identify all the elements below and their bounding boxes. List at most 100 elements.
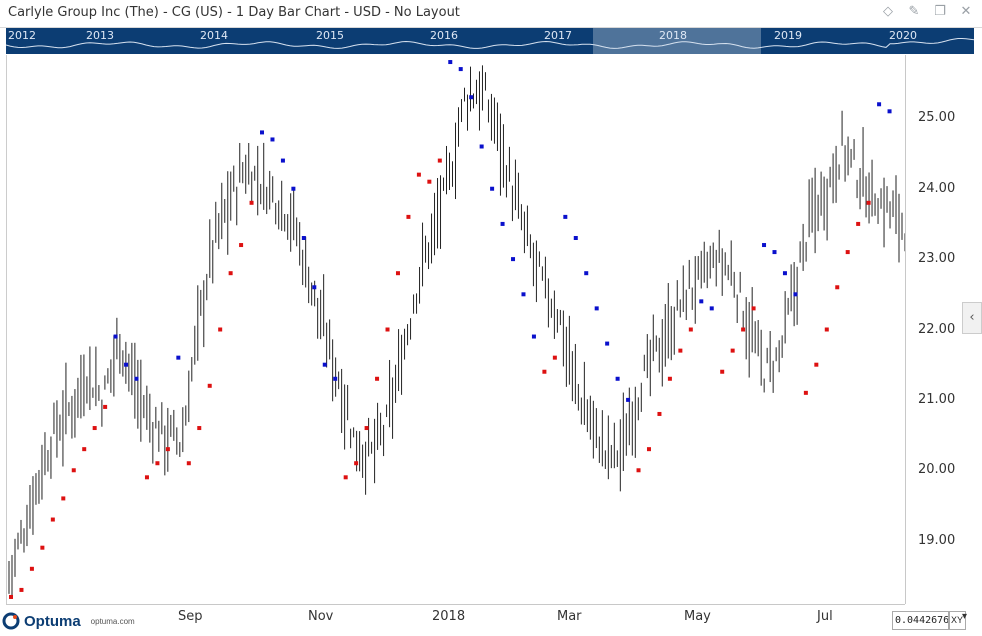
sar-dot-down	[458, 67, 463, 72]
sar-dot-up	[29, 566, 34, 571]
sar-dot-up	[416, 172, 421, 177]
sar-dot-down	[124, 362, 129, 367]
sar-dot-down	[573, 236, 578, 240]
overview-selection[interactable]	[593, 28, 761, 54]
sar-dot-up	[343, 475, 348, 480]
sar-dot-down	[260, 130, 265, 135]
x-tick-label: Jul	[817, 609, 833, 624]
sar-dot-down	[762, 243, 767, 248]
sar-dot-up	[228, 271, 233, 276]
sar-dot-up	[375, 376, 380, 381]
x-tick-label: May	[684, 609, 711, 624]
sar-dot-up	[71, 468, 76, 473]
sar-dot-up	[427, 179, 432, 184]
sar-dot-up	[50, 517, 55, 522]
overview-navigator[interactable]: 2012 2013 2014 2015 2016 2017 2018 2019 2020	[6, 28, 974, 54]
x-tick-label: 2018	[432, 609, 466, 624]
sar-dot-down	[312, 285, 317, 290]
close-icon[interactable]: ✕	[960, 4, 972, 19]
x-tick-label: Sep	[178, 609, 203, 624]
brand-name: Optuma	[24, 612, 81, 630]
x-axis[interactable]: Sep Nov 2018 Mar May Jul	[6, 604, 905, 636]
sar-dot-down	[301, 236, 306, 240]
sar-dot-down	[594, 306, 599, 311]
optuma-logo-icon	[2, 612, 20, 630]
sar-dot-down	[270, 137, 275, 142]
y-tick-label: 25.00	[918, 110, 956, 126]
sar-dot-up	[542, 369, 547, 374]
sar-dot-up	[186, 461, 191, 466]
overview-year-label: 2015	[316, 29, 344, 42]
sar-dot-up	[824, 327, 829, 332]
sar-dot-up	[165, 447, 170, 452]
sar-dot-up	[19, 587, 24, 592]
sar-dot-up	[835, 285, 840, 290]
sar-dot-down	[563, 214, 568, 219]
sar-dot-up	[9, 594, 13, 599]
xy-button[interactable]: XY	[948, 611, 967, 630]
collapse-panel-button[interactable]: ‹	[962, 302, 982, 334]
sar-dot-up	[730, 348, 735, 353]
sar-dot-down	[793, 292, 798, 297]
window-controls: ◇ ✎ ❐ ✕	[880, 4, 974, 19]
sar-dot-down	[772, 250, 777, 255]
sar-dot-down	[782, 271, 787, 276]
sar-dot-down	[626, 397, 631, 402]
sar-dot-down	[490, 186, 495, 191]
overview-year-label: 2020	[889, 29, 917, 42]
sar-dot-up	[552, 355, 557, 360]
sar-dot-up	[814, 362, 819, 367]
sar-dot-down	[479, 144, 484, 149]
brand-url: optuma.com	[90, 616, 135, 626]
sar-dot-up	[636, 468, 641, 473]
chart-plot-area[interactable]	[6, 55, 906, 604]
sar-dot-down	[448, 60, 453, 65]
sar-dot-up	[406, 214, 411, 219]
dropdown-arrow-icon[interactable]: ▾	[962, 611, 968, 622]
sar-dot-down	[521, 292, 526, 297]
sar-dot-up	[688, 327, 693, 332]
sar-dot-up	[40, 545, 45, 550]
sar-dot-up	[103, 404, 108, 409]
sar-dot-up	[218, 327, 223, 332]
sar-dot-down	[584, 271, 589, 276]
sar-dot-up	[741, 327, 746, 332]
sar-dot-up	[82, 447, 87, 452]
y-tick-label: 24.00	[918, 180, 956, 196]
sar-dot-up	[61, 496, 66, 501]
pin-icon[interactable]: ✎	[908, 4, 920, 19]
overview-year-label: 2019	[774, 29, 802, 42]
y-tick-label: 21.00	[918, 391, 956, 407]
overview-year-label: 2017	[544, 29, 572, 42]
sar-dot-down	[176, 355, 181, 360]
sar-dot-down	[877, 102, 882, 107]
sar-dot-down	[134, 376, 139, 381]
sar-dot-down	[469, 95, 474, 100]
sar-dot-down	[500, 221, 505, 226]
sar-dot-up	[144, 475, 149, 480]
brand-logo: Optuma optuma.com	[2, 610, 139, 632]
cursor-value-field[interactable]: 0.0442676	[892, 611, 950, 630]
sar-dot-up	[667, 376, 672, 381]
sar-dot-up	[385, 327, 390, 332]
sar-dot-down	[605, 341, 610, 346]
y-tick-label: 23.00	[918, 251, 956, 267]
sar-dot-down	[699, 299, 704, 304]
sar-dot-down	[511, 257, 516, 262]
diamond-icon[interactable]: ◇	[883, 4, 893, 19]
sar-dot-up	[845, 250, 850, 255]
sar-dot-down	[291, 186, 296, 191]
sar-dot-up	[239, 243, 244, 248]
sar-dot-up	[720, 369, 725, 374]
sar-dot-down	[333, 376, 338, 381]
overview-year-label: 2012	[8, 29, 36, 42]
sar-dot-up	[155, 461, 160, 466]
overview-line	[6, 38, 974, 49]
restore-icon[interactable]: ❐	[934, 4, 946, 19]
overview-year-label: 2016	[430, 29, 458, 42]
sar-dot-up	[354, 461, 359, 466]
sar-dot-down	[322, 362, 327, 367]
sar-dot-down	[280, 158, 285, 163]
x-tick-label: Mar	[557, 609, 582, 624]
sar-dot-down	[531, 334, 536, 339]
